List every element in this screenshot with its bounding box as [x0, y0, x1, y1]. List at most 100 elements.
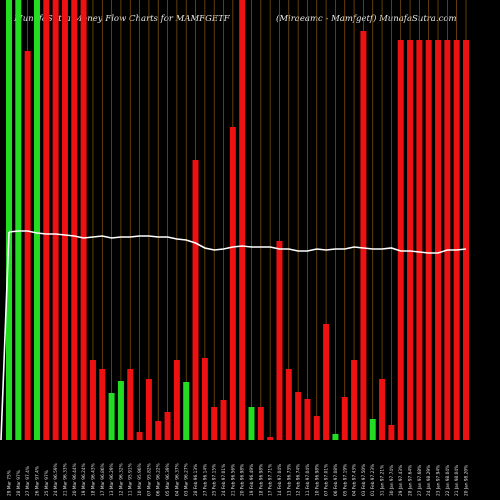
bar — [304, 399, 311, 440]
x-tick-label: 27 Feb 96.14% — [202, 464, 208, 496]
bar — [444, 40, 451, 440]
bar — [15, 0, 22, 440]
bar — [183, 382, 190, 440]
bar — [33, 0, 40, 440]
x-tick-label: 14 Feb 97.04% — [277, 464, 283, 496]
bar — [295, 392, 302, 440]
bar — [397, 40, 404, 440]
x-tick-label: 29 Jan 97.43% — [398, 465, 404, 496]
x-tick-label: 04 Mar 96.37% — [174, 463, 180, 496]
x-tick-label: 07 Mar 95.82% — [146, 463, 152, 496]
bar — [407, 40, 414, 440]
flow-line-path — [8, 230, 467, 254]
x-tick-label: 04 Feb 97.43% — [352, 464, 358, 496]
x-tick-label: 28 Jan 97.64% — [408, 465, 414, 496]
x-tick-label: 23 Jan 97.94% — [436, 465, 442, 496]
x-tick-label: 20 Feb 96.98% — [240, 464, 246, 496]
x-tick-label: 11 Feb 97.04% — [305, 464, 311, 496]
x-tick-label: 19 Mar 96.24% — [81, 463, 87, 496]
x-tick-label: 25 Mar 97% — [44, 470, 50, 496]
bar — [323, 324, 330, 440]
bar — [127, 369, 134, 440]
x-tick-label: 28 Feb 96.13% — [193, 464, 199, 496]
flow-line — [0, 230, 467, 441]
x-tick-labels: 29 Mar 75% 28 Mar 97% 27 Mar 97.4% 26 Mar 9… — [7, 463, 470, 496]
x-tick-label: 31 Jan 97.21% — [380, 465, 386, 496]
bar — [145, 379, 152, 440]
bar — [435, 40, 442, 440]
x-tick-label: 13 Mar 96.29% — [109, 463, 115, 496]
x-tick-label: 20 Mar 96.44% — [72, 463, 78, 496]
x-tick-label: 17 Feb 97.71% — [268, 464, 274, 496]
chart-title: MunafaSutra Money Flow Charts for MAMFGE… — [14, 14, 230, 24]
bar — [220, 400, 227, 440]
x-tick-label: 27 Mar 97.4% — [25, 466, 31, 496]
bar — [43, 0, 50, 440]
bar — [267, 437, 274, 440]
bar — [71, 0, 78, 440]
x-tick-label: 24 Feb 97.01% — [221, 464, 227, 496]
x-tick-label: 24 Jan 98.29% — [426, 465, 432, 496]
bar — [360, 31, 367, 440]
bar — [117, 381, 124, 440]
bar — [192, 160, 199, 440]
bar — [239, 0, 246, 440]
x-tick-label: 03 Mar 96.27% — [184, 463, 190, 496]
bar — [379, 379, 386, 440]
bar — [285, 369, 292, 440]
x-tick-label: 21 Jan 98.04% — [454, 465, 460, 496]
x-tick-label: 03 Feb 97.50% — [361, 464, 367, 496]
x-tick-label: 13 Feb 96.73% — [286, 464, 292, 496]
x-tick-label: 06 Feb 97.08% — [333, 464, 339, 496]
bar — [313, 416, 320, 440]
x-tick-label: 20 Jan 98.20% — [464, 465, 470, 496]
x-tick-label: 01 Feb 97.23% — [370, 464, 376, 496]
bar — [52, 0, 59, 440]
bars — [6, 0, 469, 440]
x-tick-label: 12 Feb 96.74% — [296, 464, 302, 496]
x-tick-label: 22 Jan 98.04% — [445, 465, 451, 496]
x-tick-label: 28 Mar 97% — [16, 470, 22, 496]
x-tick-label: 12 Mar 96.32% — [118, 463, 124, 496]
bar — [257, 407, 264, 440]
bar — [388, 425, 395, 440]
bar — [248, 407, 255, 440]
bar — [211, 407, 218, 440]
x-tick-label: 18 Mar 96.43% — [90, 463, 96, 496]
bar — [463, 40, 469, 440]
x-tick-label: 17 Mar 96.86% — [100, 463, 106, 496]
bar — [89, 360, 96, 440]
bar — [108, 393, 115, 440]
x-tick-label: 21 Mar 96.33% — [62, 463, 68, 496]
bar — [332, 434, 339, 440]
bar — [173, 360, 180, 440]
x-tick-label: 18 Feb 96.98% — [258, 464, 264, 496]
x-tick-label: 19 Feb 96.49% — [249, 464, 255, 496]
bar — [369, 419, 376, 440]
bar — [201, 358, 208, 440]
x-tick-label: 07 Feb 97.01% — [324, 464, 330, 496]
x-tick-label: 05 Mar 96.39% — [165, 463, 171, 496]
flow-line-start — [0, 231, 10, 441]
x-tick-label: 25 Feb 97.15% — [212, 464, 218, 496]
bar — [425, 40, 432, 440]
bar — [416, 40, 423, 440]
bar — [276, 241, 283, 440]
bar — [453, 40, 460, 440]
bar — [61, 0, 68, 440]
bar — [229, 127, 236, 440]
bar — [155, 421, 162, 440]
bar — [136, 432, 143, 440]
x-tick-label: 05 Feb 97.19% — [342, 464, 348, 496]
x-tick-label: 10 Mar 95.96% — [137, 463, 143, 496]
x-tick-label: 26 Mar 97.4% — [34, 466, 40, 496]
x-tick-label: 06 Mar 96.22% — [156, 463, 162, 496]
chart-subtitle: (Miraeamc - Mamfgetf) MunafaSutra.com — [276, 14, 457, 24]
x-tick-label: 21 Feb 96.56% — [230, 464, 236, 496]
x-tick-label: 10 Feb 96.98% — [314, 464, 320, 496]
x-tick-label: 24 Mar 96.59% — [53, 463, 59, 496]
x-tick-label: 30 Jan 97.74% — [389, 465, 395, 496]
bar — [6, 0, 12, 440]
bar — [24, 51, 31, 440]
